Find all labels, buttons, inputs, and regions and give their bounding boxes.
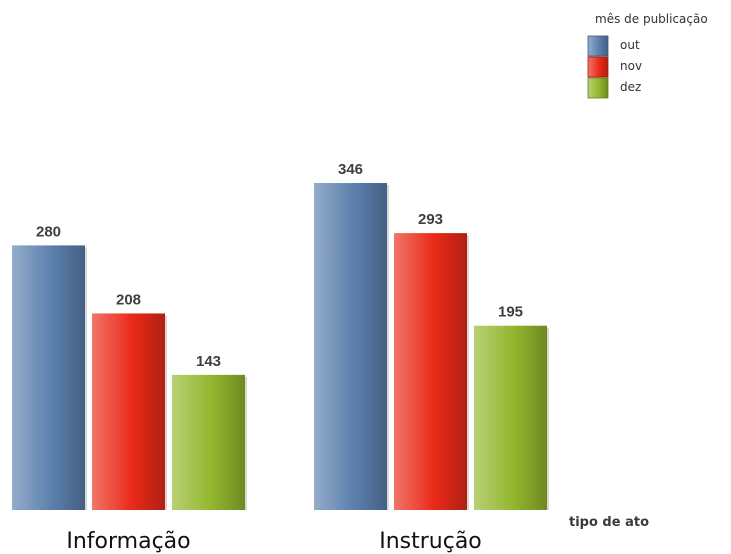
legend-swatch-dez	[587, 77, 609, 99]
bar-nov-1	[92, 313, 165, 510]
bar-shadow	[85, 247, 87, 510]
value-label-out-1: 280	[36, 223, 61, 240]
bar-nov-2	[394, 233, 467, 511]
value-label-dez-1: 143	[196, 353, 221, 370]
bar-out-1	[12, 245, 85, 510]
legend-swatch-nov	[587, 56, 609, 78]
value-label-nov-1: 208	[116, 291, 141, 308]
bar-out-2	[314, 183, 387, 510]
bar-shadow	[387, 185, 389, 510]
value-label-out-2: 346	[338, 161, 363, 178]
x-axis-title: tipo de ato	[569, 515, 649, 530]
bar-dez-2	[474, 325, 547, 510]
bar-shadow	[467, 235, 469, 511]
bars-layer	[12, 183, 549, 511]
category-label-1: Informação	[66, 529, 190, 554]
legend-label-out: out	[620, 38, 640, 52]
legend: mês de publicação out nov dez	[587, 12, 708, 99]
value-label-dez-2: 195	[498, 304, 523, 321]
value-label-nov-2: 293	[418, 211, 443, 228]
legend-label-dez: dez	[620, 80, 641, 94]
bar-shadow	[547, 327, 549, 510]
bar-dez-1	[172, 374, 245, 510]
bar-shadow	[165, 315, 167, 510]
category-labels-layer: Informação Instrução	[66, 529, 481, 554]
value-labels-layer: 280 208 143 346 293 195	[36, 161, 523, 370]
legend-title: mês de publicação	[595, 12, 708, 26]
legend-swatch-out	[587, 35, 609, 57]
category-label-2: Instrução	[379, 529, 482, 554]
bar-shadow	[245, 376, 247, 510]
legend-label-nov: nov	[620, 59, 642, 73]
